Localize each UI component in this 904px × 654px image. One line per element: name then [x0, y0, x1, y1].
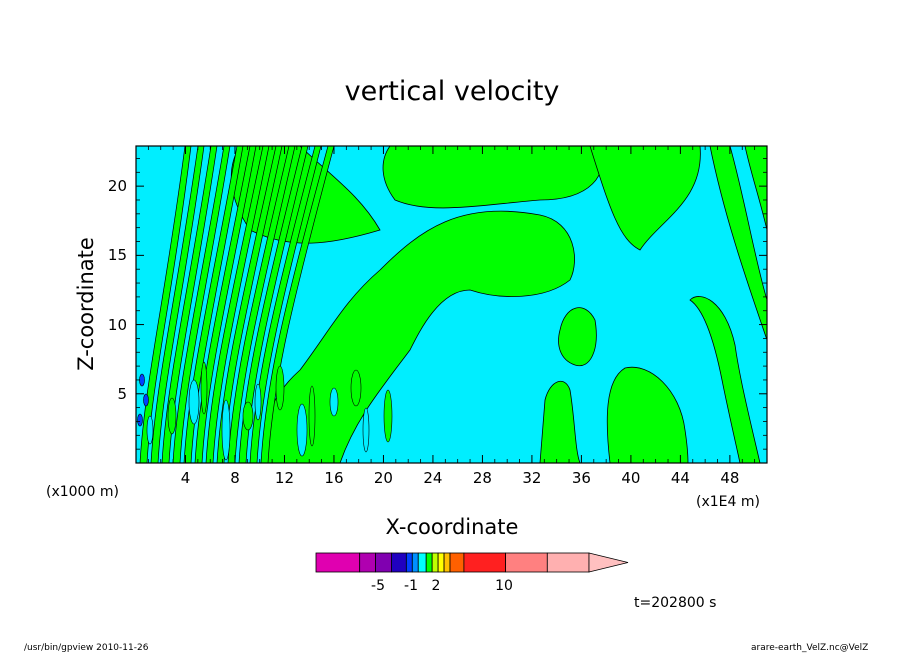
x-tick-label: 4 [180, 469, 191, 487]
x-tick-label: 16 [324, 469, 344, 487]
colorbar-swatch [425, 552, 433, 573]
plot-frame [135, 145, 768, 464]
small-cell [146, 415, 154, 445]
positive-stripe [150, 146, 205, 463]
small-cell [350, 369, 362, 407]
colorbar-swatch [375, 552, 392, 573]
contour-field [136, 146, 767, 463]
x-unit-left: (x1000 m) [46, 484, 119, 500]
x-tick-label: 40 [621, 469, 641, 487]
small-cell [188, 379, 200, 425]
x-tick-label: 20 [373, 469, 393, 487]
positive-stripe [161, 146, 218, 463]
x-tick-label: 36 [571, 469, 591, 487]
colorbar-swatch [315, 552, 361, 573]
time-label: t=202800 s [634, 595, 717, 611]
positive-region [689, 296, 761, 463]
x-tick-label: 28 [472, 469, 492, 487]
x-tick-label: 8 [230, 469, 240, 487]
small-cell [200, 361, 208, 415]
colorbar-swatch [359, 552, 376, 573]
small-cell [254, 383, 262, 421]
positive-region [558, 307, 597, 367]
small-cell [362, 407, 370, 453]
strong-cell [139, 373, 145, 387]
colorbar-label: 10 [495, 578, 513, 594]
strong-cell [137, 413, 143, 427]
colorbar-swatch [546, 552, 590, 573]
positive-stripe [139, 146, 192, 463]
colorbar-swatch [405, 552, 413, 573]
small-cell [296, 403, 308, 457]
colorbar-swatch [443, 552, 451, 573]
chart-title: vertical velocity [344, 76, 560, 107]
y-tick-label: 5 [117, 384, 127, 403]
positive-stripe [238, 146, 309, 463]
colorbar-swatch [431, 552, 439, 573]
small-cell [329, 387, 339, 417]
axes [136, 146, 767, 463]
colorbar-label: -5 [371, 578, 385, 594]
colorbar-swatch [505, 552, 548, 573]
colorbar-swatch [391, 552, 407, 573]
x-tick-label: 32 [522, 469, 542, 487]
y-axis-label: Z-coordinate [74, 237, 98, 371]
small-cell [383, 389, 393, 443]
colorbar [315, 552, 629, 573]
colorbar-label: 2 [431, 578, 441, 594]
footer-file-variable: arare-earth_VelZ.nc@VelZ [751, 643, 869, 653]
x-tick-label: 44 [670, 469, 690, 487]
small-cell [275, 365, 285, 411]
colorbar-arrow [588, 552, 629, 573]
colorbar-swatch [411, 552, 419, 573]
x-unit-right: (x1E4 m) [696, 494, 760, 510]
small-cell [167, 397, 177, 435]
y-tick-label: 15 [107, 246, 127, 265]
positive-region [606, 366, 689, 463]
footer-program-date: /usr/bin/gpview 2010-11-26 [24, 643, 149, 653]
colorbar-swatch [449, 552, 465, 573]
colorbar-swatch [463, 552, 507, 573]
colorbar-label: -1 [404, 578, 418, 594]
positive-stripe [172, 146, 231, 463]
positive-region [261, 210, 575, 463]
small-cell [221, 399, 231, 461]
positive-region [539, 380, 581, 463]
x-tick-label: 24 [423, 469, 443, 487]
x-axis-label: X-coordinate [385, 515, 519, 539]
small-cell [308, 385, 316, 447]
positive-stripe [205, 146, 270, 463]
positive-region [589, 146, 701, 251]
positive-region [382, 146, 603, 209]
colorbar-swatch [417, 552, 427, 573]
positive-stripe [249, 146, 322, 463]
x-tick-label: 12 [274, 469, 295, 487]
positive-stripe [227, 146, 296, 463]
y-tick-label: 10 [107, 315, 127, 334]
y-tick-label: 20 [107, 177, 127, 196]
strong-cell [143, 393, 149, 407]
positive-region [709, 146, 767, 341]
x-tick-label: 48 [720, 469, 740, 487]
colorbar-swatch [437, 552, 445, 573]
small-cell [242, 401, 254, 431]
